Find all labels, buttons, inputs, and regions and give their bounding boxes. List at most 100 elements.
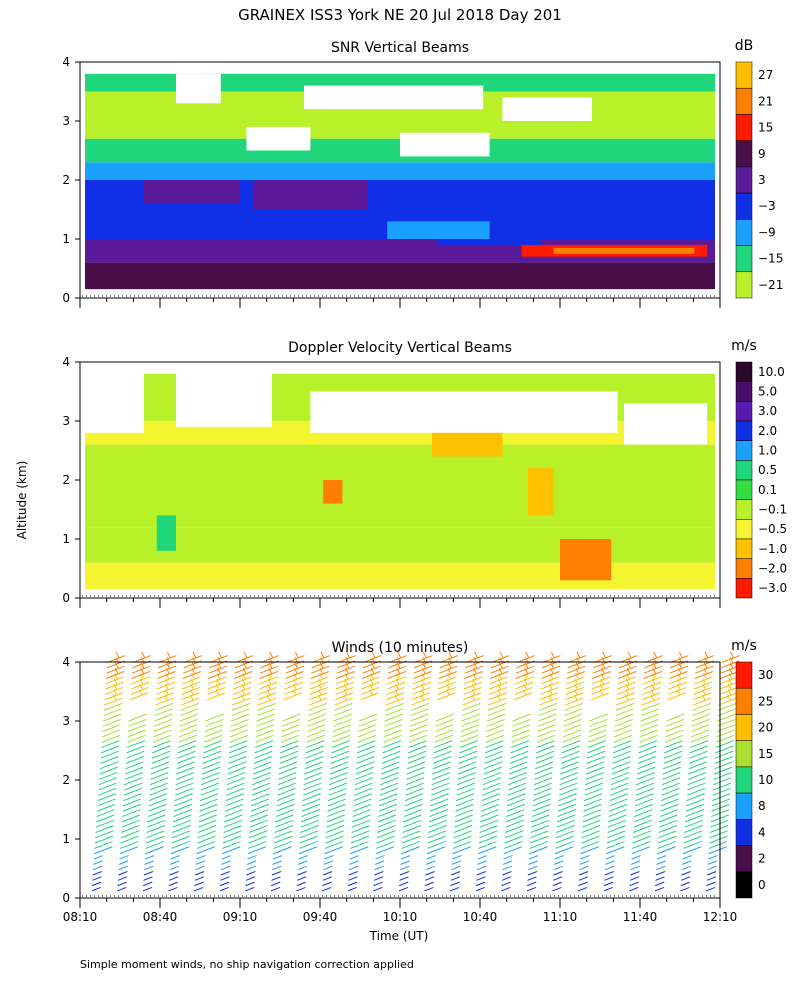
wind-barb xyxy=(635,782,655,791)
wind-barb xyxy=(475,886,485,892)
wind-barb-flag xyxy=(703,662,708,669)
wind-barb xyxy=(122,803,141,812)
colorbar-label: 21 xyxy=(758,94,773,108)
wind-barb xyxy=(253,766,272,775)
wind-barb xyxy=(506,809,525,818)
wind-barb xyxy=(310,671,330,679)
colorbar-swatch xyxy=(735,740,753,768)
wind-barb xyxy=(410,708,429,717)
wind-barb xyxy=(509,756,529,764)
wind-barb xyxy=(664,745,683,754)
wind-barb xyxy=(427,830,447,839)
wind-barb xyxy=(528,855,539,860)
wind-barb xyxy=(297,865,308,871)
wind-barb xyxy=(175,771,195,780)
wind-barb xyxy=(580,840,600,849)
wind-barb xyxy=(528,865,538,871)
wind-barb xyxy=(462,702,481,711)
wind-barb xyxy=(477,855,488,860)
wind-barb xyxy=(481,798,500,807)
wind-barb-flag xyxy=(293,678,298,685)
wind-barb xyxy=(298,846,318,855)
wind-barb xyxy=(95,825,114,833)
colorbar-swatch xyxy=(735,578,753,599)
wind-barb xyxy=(501,886,511,892)
wind-barb-flag xyxy=(703,673,707,680)
wind-barb xyxy=(487,702,507,711)
wind-barb xyxy=(637,761,656,770)
wind-barb xyxy=(296,886,306,892)
y-tick-label: 1 xyxy=(62,832,70,846)
wind-barb xyxy=(207,686,226,695)
wind-barb xyxy=(282,713,301,722)
wind-barb xyxy=(152,745,171,754)
wind-barb xyxy=(309,681,329,690)
wind-barb xyxy=(661,787,680,796)
wind-barb xyxy=(681,876,691,881)
wind-barb xyxy=(434,734,453,743)
wind-barb xyxy=(717,713,736,722)
wind-barb-flag xyxy=(447,662,452,669)
wind-barb xyxy=(91,886,101,892)
wind-barb-flag xyxy=(141,651,146,659)
wind-barb xyxy=(271,876,281,881)
wind-barb xyxy=(714,761,733,770)
wind-barb xyxy=(553,865,564,871)
wind-barb xyxy=(174,798,193,807)
wind-barb xyxy=(565,681,585,690)
wind-barb xyxy=(147,819,166,828)
wind-barb xyxy=(578,871,589,876)
wind-barb xyxy=(198,819,217,828)
wind-barb xyxy=(273,840,292,849)
wind-barb xyxy=(205,718,224,727)
wind-barb xyxy=(399,881,409,887)
wind-barb xyxy=(199,803,218,812)
barb-profile xyxy=(373,651,407,892)
wind-barb xyxy=(250,803,269,812)
wind-barb xyxy=(682,846,702,855)
wind-barb xyxy=(478,840,497,849)
wind-barb xyxy=(144,855,155,860)
wind-barb xyxy=(379,787,398,796)
wind-barb xyxy=(488,686,508,695)
wind-barb xyxy=(684,819,703,828)
y-tick-label: 0 xyxy=(62,591,70,605)
wind-barb xyxy=(686,798,705,807)
wind-barb xyxy=(566,671,586,679)
wind-barb xyxy=(361,671,381,679)
wind-barb-flag xyxy=(344,678,349,685)
wind-barb xyxy=(559,771,579,780)
wind-barb-flag xyxy=(676,688,681,696)
heatmap-band xyxy=(85,480,715,528)
wind-barb xyxy=(583,803,602,812)
wind-barb xyxy=(431,782,450,791)
wind-barb xyxy=(245,876,256,881)
wind-barb xyxy=(203,740,222,749)
wind-barb xyxy=(299,840,318,849)
wind-barb xyxy=(154,702,174,711)
heatmap-band xyxy=(85,562,715,590)
wind-barb xyxy=(219,881,230,887)
wind-barb xyxy=(103,702,123,711)
wind-barb xyxy=(381,766,400,775)
wind-barb xyxy=(335,686,354,695)
wind-barb xyxy=(480,814,499,823)
wind-barb xyxy=(300,825,319,833)
wind-barb xyxy=(503,855,513,860)
wind-barb xyxy=(664,734,684,743)
wind-barb xyxy=(502,865,512,871)
wind-barb xyxy=(232,697,251,706)
wind-barb xyxy=(226,777,246,786)
wind-barb xyxy=(275,819,294,828)
wind-barb xyxy=(642,692,661,701)
wind-barb xyxy=(577,886,588,892)
wind-barb xyxy=(173,809,192,818)
wind-barb xyxy=(252,771,272,780)
barb-profile xyxy=(321,651,356,892)
wind-barb xyxy=(434,740,453,749)
y-tick-label: 4 xyxy=(62,655,70,669)
wind-barb-flag xyxy=(164,688,169,696)
wind-barb xyxy=(479,825,498,833)
wind-barb xyxy=(558,787,578,796)
colorbar-swatch xyxy=(735,401,753,422)
